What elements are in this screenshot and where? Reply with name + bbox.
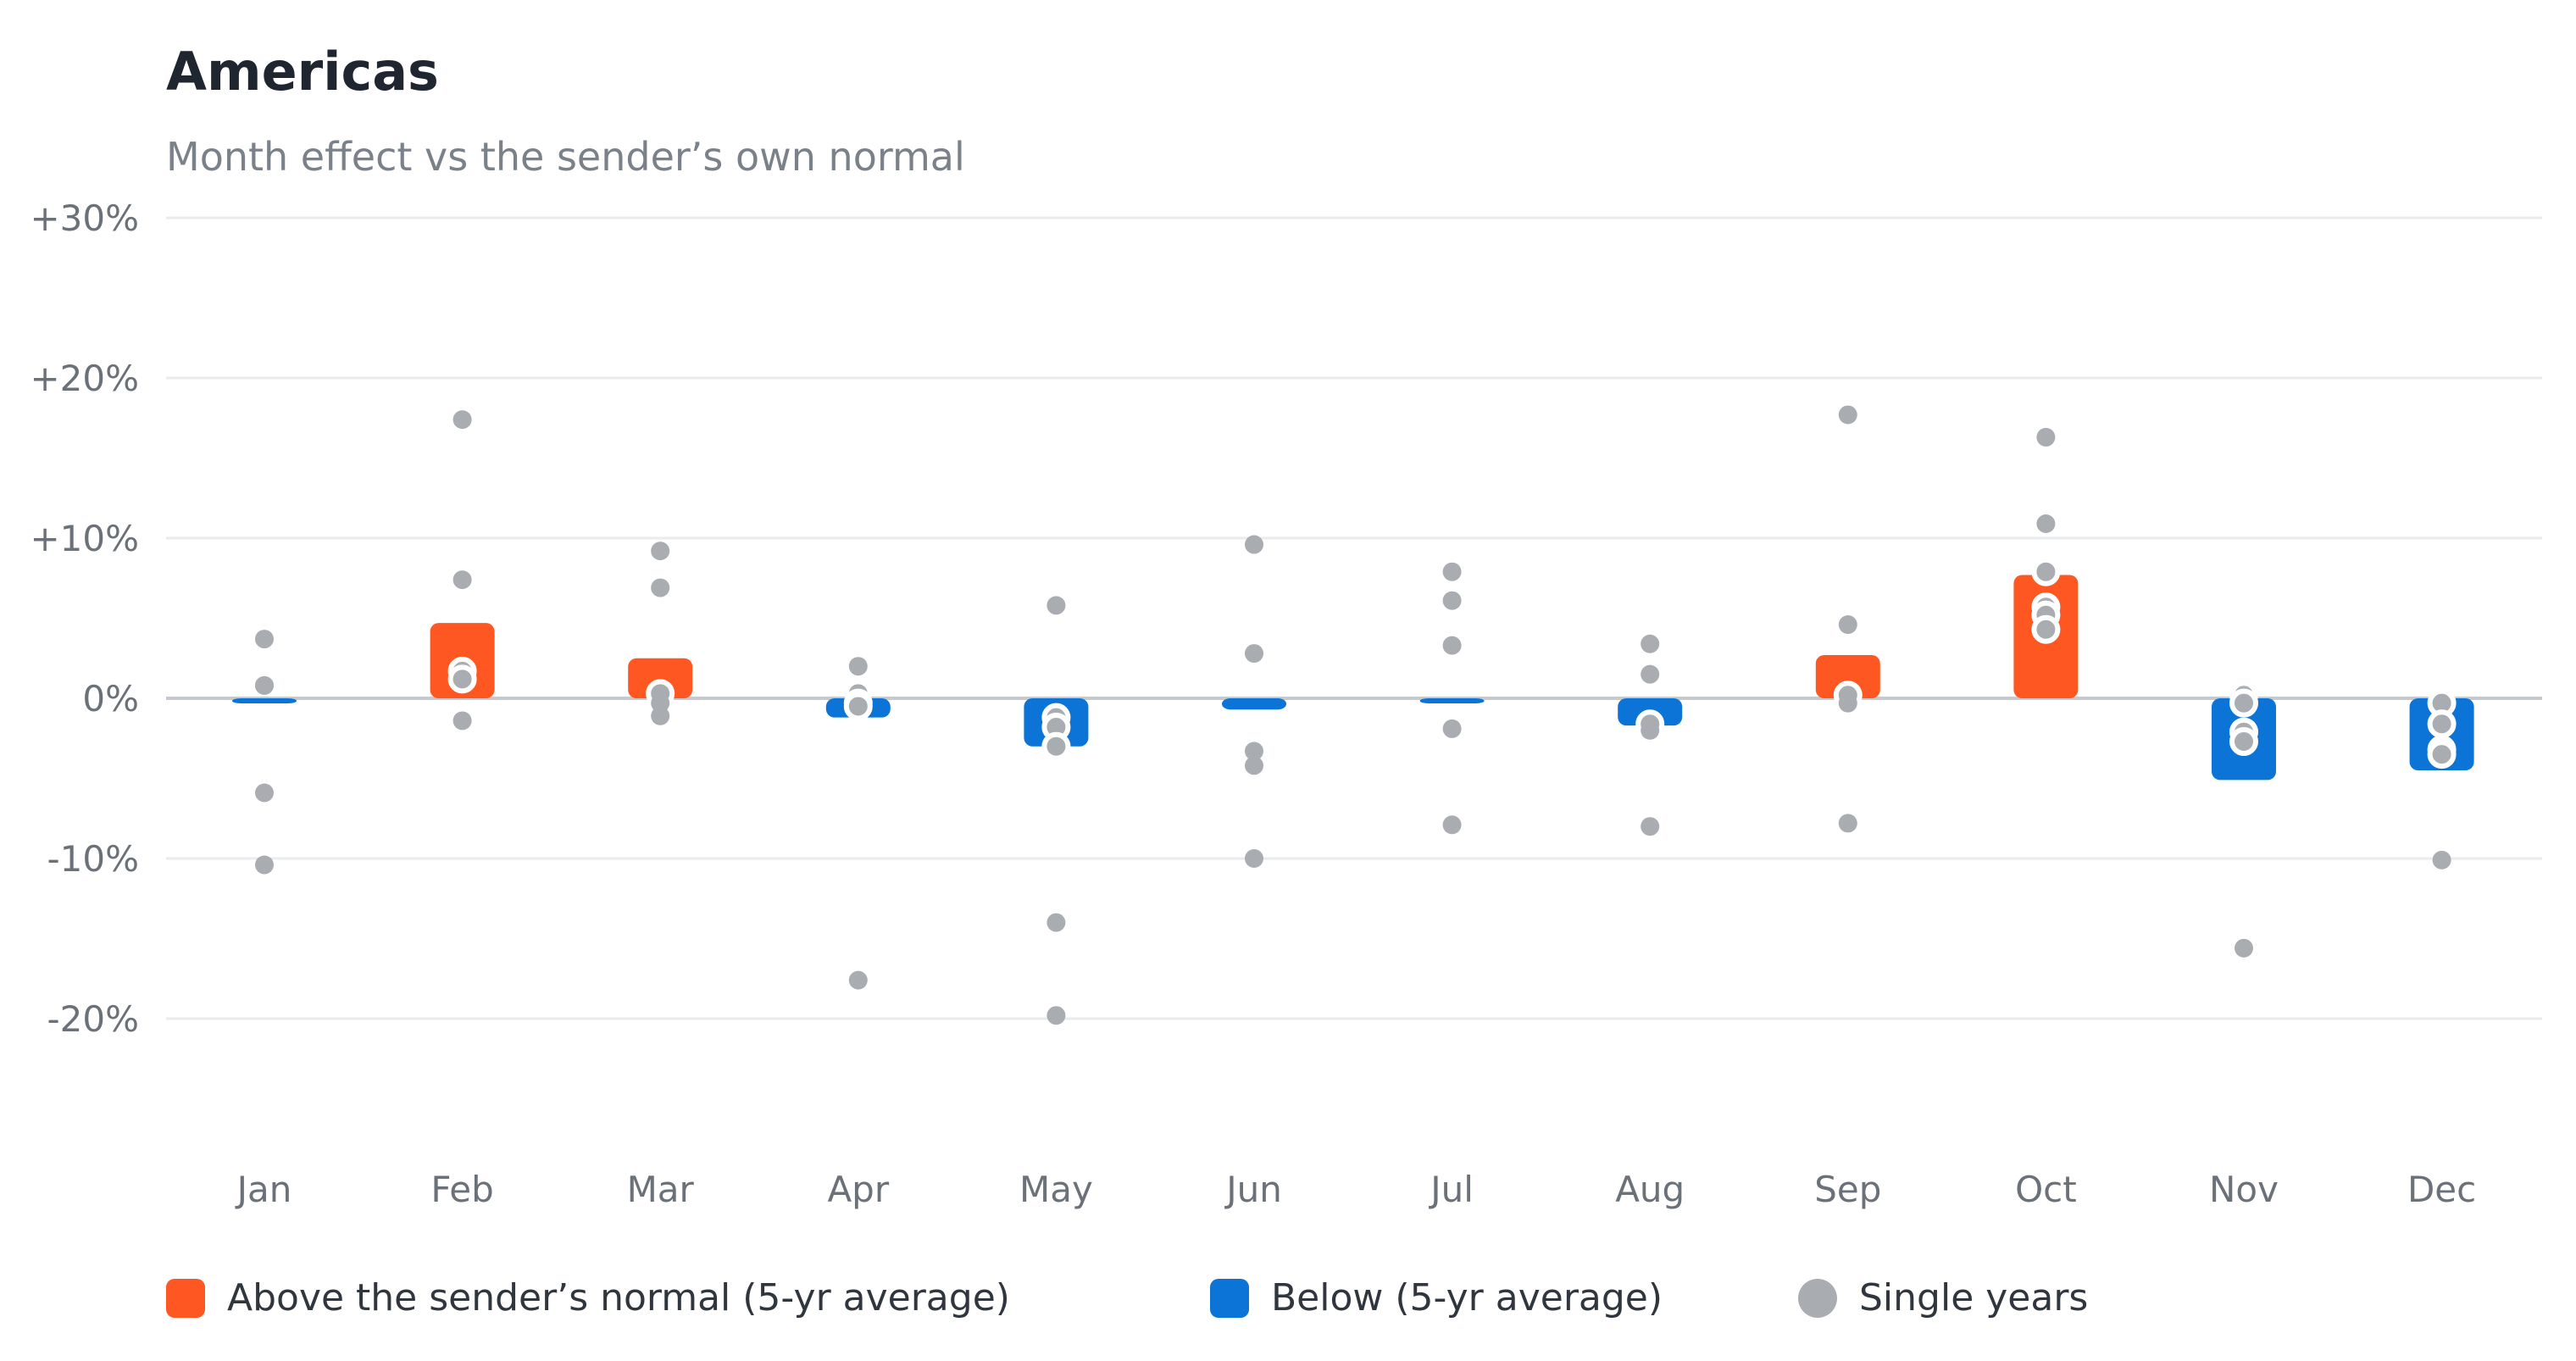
chart-title: Americas [166,41,439,103]
legend-swatch-above [166,1278,205,1318]
y-tick-label: +20% [30,358,139,399]
single-year-dot [848,970,868,990]
single-year-dot [452,410,472,430]
plot-area: +30% +20% +10% 0% -10% -20% Jan Feb Mar Apr May Jun… [30,197,2542,1210]
single-year-dot [2031,557,2061,586]
single-year-dot [1442,719,1462,738]
single-year-dot [2031,614,2061,644]
x-tick-label: Feb [430,1169,493,1210]
single-year-dot [2235,938,2253,958]
single-year-dot [1245,644,1263,664]
single-year-dot [1641,634,1660,653]
x-tick-label: Jan [235,1169,292,1210]
single-year-dot [1046,1006,1066,1025]
single-year-dot [452,711,472,730]
single-year-dot [255,783,274,803]
x-tick-label: Jul [1428,1169,1474,1210]
single-year-dot [2229,727,2258,757]
y-tick-label: 0% [82,678,139,719]
single-year-dot [1046,596,1066,615]
single-year-dot [1838,615,1857,635]
x-tick-label: Dec [2407,1169,2476,1210]
single-year-dot [1838,814,1857,833]
single-year-dot [2432,850,2451,869]
single-year-dot [1245,756,1263,775]
x-tick-label: Apr [827,1169,889,1210]
single-year-dot [1442,815,1462,835]
single-year-dot [651,706,670,725]
x-tick-label: Jun [1224,1169,1282,1210]
single-year-dot [2427,709,2457,739]
single-year-dot [255,630,274,649]
bar [628,658,693,698]
bar [1419,698,1485,703]
single-year-dot [1838,405,1857,425]
legend-item-single: Single years [1798,1276,2088,1319]
bar [232,698,297,703]
single-year-dot [2036,514,2056,533]
legend-label-above: Above the sender’s normal (5-yr average) [227,1276,1010,1319]
x-tick-label: Mar [627,1169,695,1210]
legend-swatch-below [1210,1278,1249,1318]
single-year-dot [848,657,868,676]
single-year-dot [2427,740,2457,769]
single-year-dot [1442,562,1462,581]
single-year-dot [843,692,873,721]
legend-item-below: Below (5-yr average) [1210,1276,1663,1319]
chart-subtitle: Month effect vs the sender’s own normal [166,134,965,180]
single-year-dot [651,578,670,597]
y-tick-label: -20% [47,998,139,1040]
single-year-dot [447,664,477,694]
single-year-dot [651,693,670,713]
single-year-dot [1442,636,1462,655]
legend-item-above: Above the sender’s normal (5-yr average) [166,1276,1010,1319]
legend-label-below: Below (5-yr average) [1271,1276,1663,1319]
single-year-dot [1041,731,1071,761]
x-tick-label: Oct [2015,1169,2077,1210]
single-year-dot [1641,720,1660,740]
single-year-dot [2229,688,2258,718]
bar [1222,698,1286,710]
bar [1815,654,1880,698]
legend-swatch-single [1798,1278,1837,1318]
single-year-dot [1838,693,1857,713]
legend-label-single: Single years [1859,1276,2089,1319]
single-year-dot [255,675,274,695]
single-year-dot [1641,664,1660,684]
single-year-dot [1245,535,1263,554]
single-year-dot [1245,742,1263,761]
y-tick-label: +30% [30,197,139,239]
legend: Above the sender’s normal (5-yr average)… [0,1276,2576,1344]
y-tick-label: +10% [30,518,139,559]
x-tick-label: Sep [1814,1169,1881,1210]
single-year-dot [1442,591,1462,610]
single-year-dot [651,542,670,561]
single-year-dot [1245,849,1263,868]
x-tick-label: Nov [2209,1169,2279,1210]
single-year-dot [2036,427,2056,447]
y-tick-label: -10% [47,838,139,880]
single-year-dot [1641,817,1660,836]
single-year-dot [452,570,472,590]
single-year-dot [255,855,274,875]
single-year-dot [1046,913,1066,932]
x-tick-label: Aug [1615,1169,1685,1210]
x-tick-label: May [1019,1169,1093,1210]
